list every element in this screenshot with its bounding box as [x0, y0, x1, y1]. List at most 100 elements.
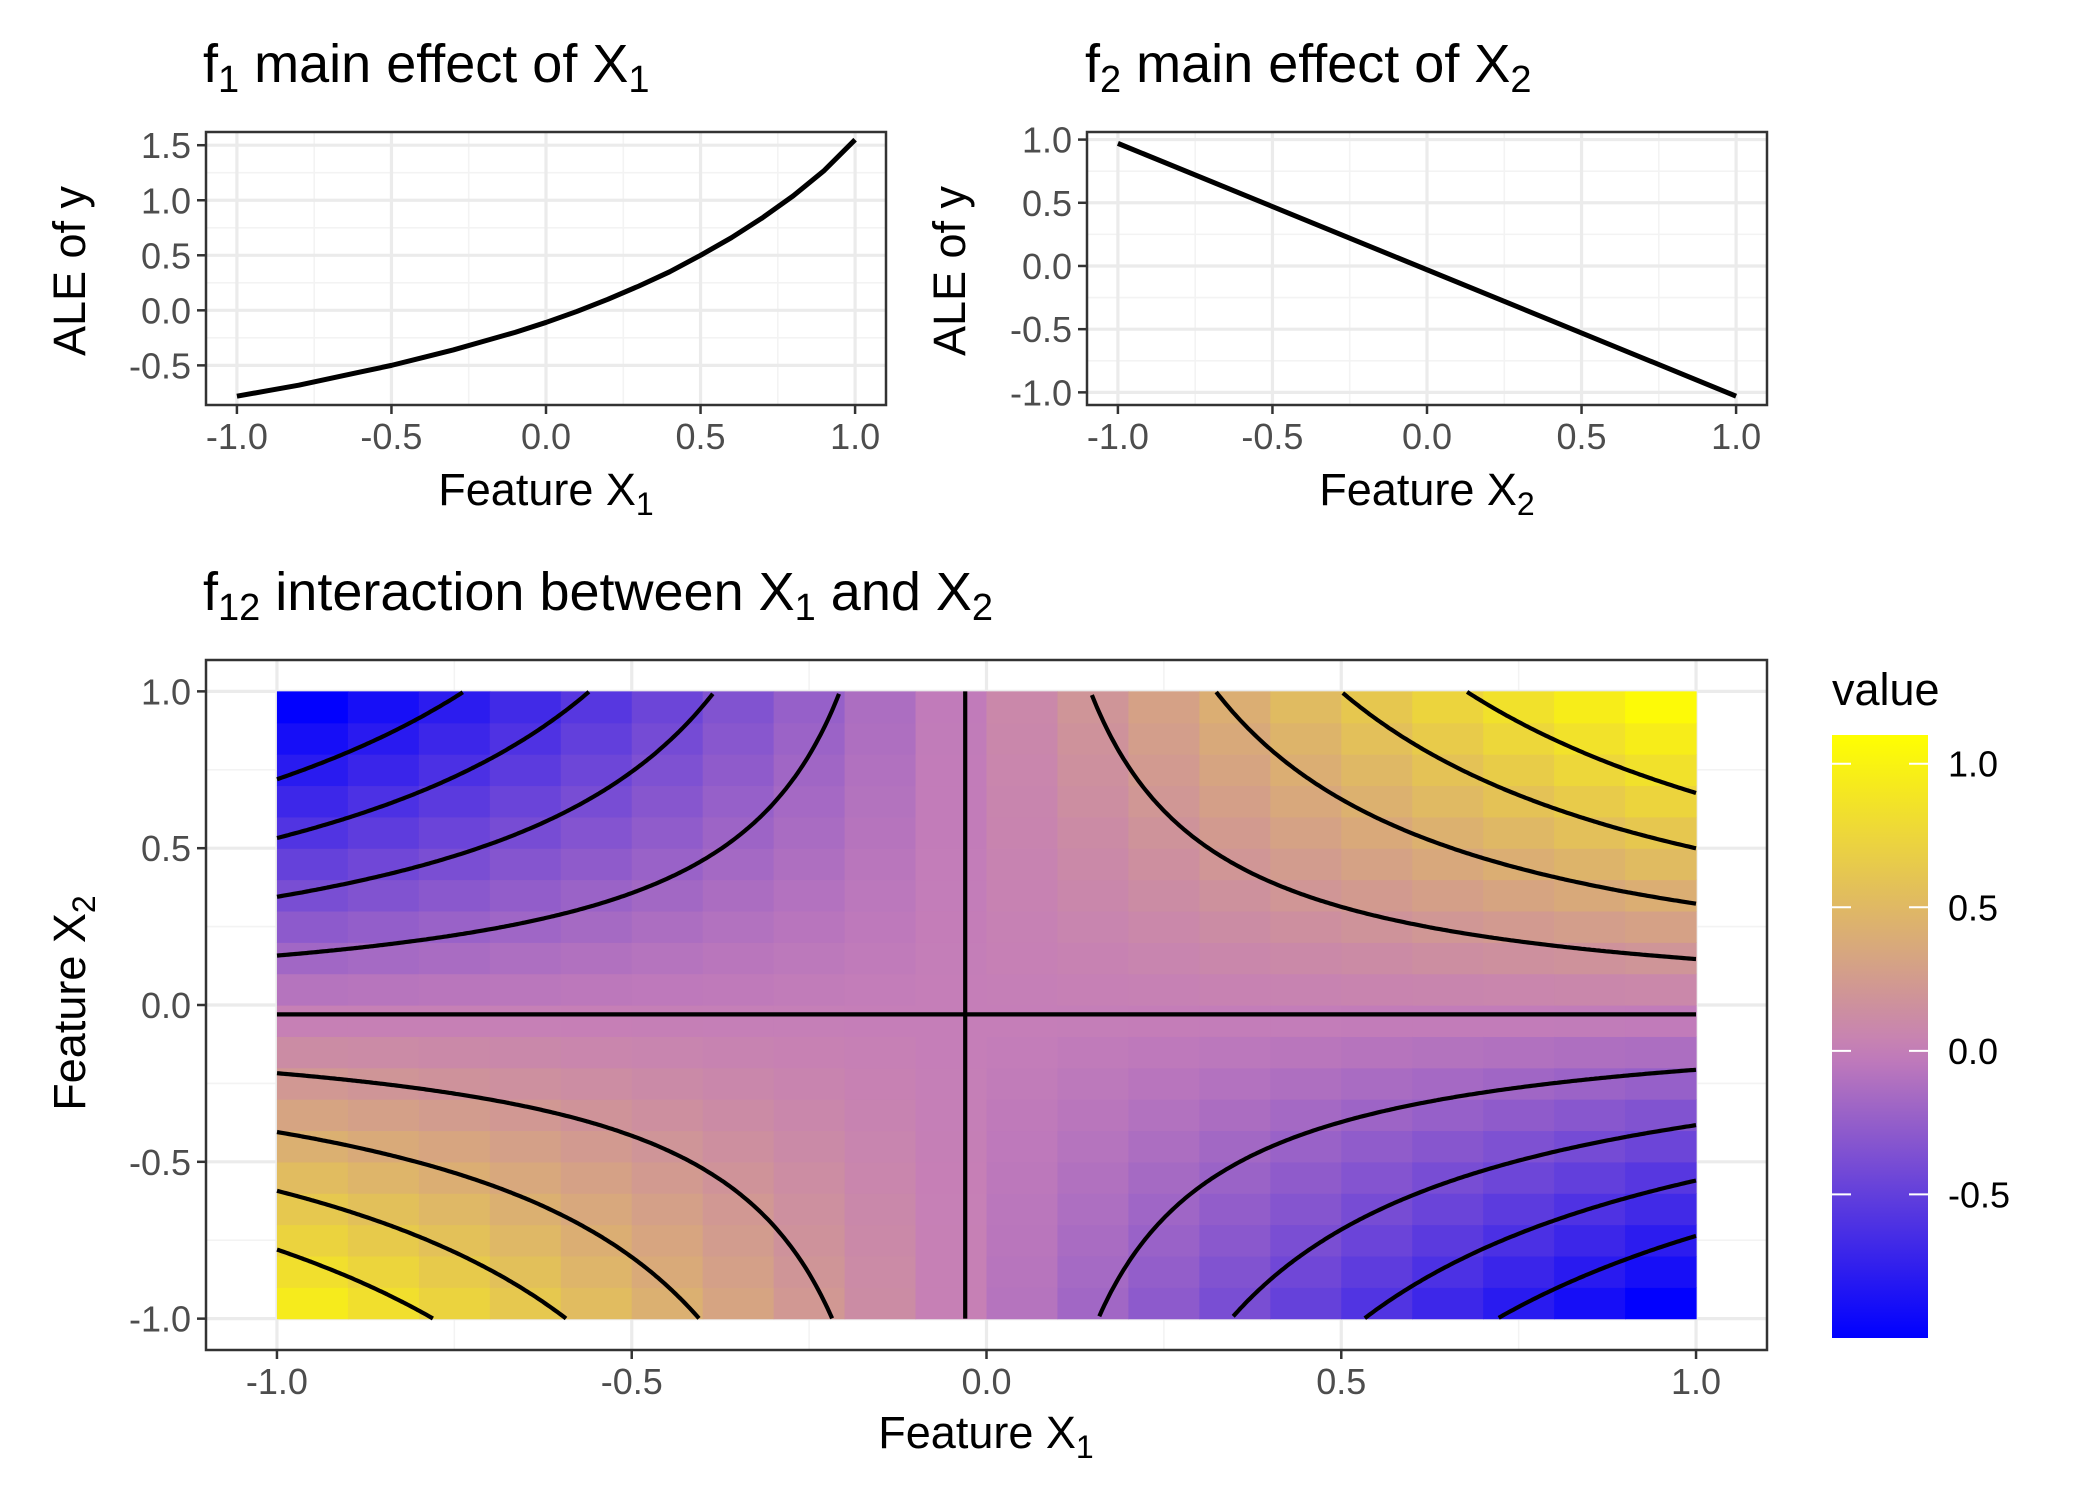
heatmap-tile [915, 722, 988, 755]
heatmap-tile [1199, 1099, 1271, 1132]
heatmap-tile [347, 1099, 420, 1132]
heatmap-tile [418, 1005, 491, 1037]
heatmap-tile [1057, 785, 1130, 818]
heatmap-tile [560, 848, 633, 881]
heatmap-tile [1270, 942, 1342, 975]
f1-x-tick-label: 0.0 [521, 416, 571, 457]
heatmap-tile [1199, 1036, 1271, 1069]
heatmap-tile [1483, 1036, 1555, 1069]
heatmap-tile [418, 1099, 491, 1132]
heatmap-tile [1341, 1005, 1413, 1037]
f1-panel-title: f1 main effect of X1 [203, 34, 650, 101]
heatmap-tile [1412, 942, 1484, 975]
heatmap-tile [702, 1067, 775, 1100]
heatmap-tile [1057, 754, 1130, 787]
heatmap-tile [631, 1255, 704, 1288]
heatmap-tile [1199, 910, 1271, 943]
legend-break-label: 0.0 [1948, 1031, 1998, 1072]
f1-gridlines [206, 132, 886, 405]
heatmap-tile [773, 722, 846, 755]
f1-x-axis-title: Feature X1 [438, 464, 653, 522]
heatmap-tile [1625, 1005, 1697, 1037]
contour-line [276, 1129, 701, 1320]
heatmap-tile [1341, 1161, 1413, 1194]
heatmap-tile [560, 1036, 633, 1069]
heatmap-tile [418, 879, 491, 912]
heatmap-tile [1483, 942, 1555, 975]
heatmap-tile [560, 1161, 633, 1194]
heatmap-tile [1483, 1099, 1555, 1132]
heatmap-tile [1554, 722, 1626, 755]
heatmap-tile [1057, 1036, 1130, 1069]
contour-line [276, 1188, 568, 1321]
heatmap-tile [844, 1130, 917, 1163]
f12-contour-lines [276, 690, 1697, 1321]
heatmap-tile [773, 1099, 846, 1132]
heatmap-tile [1625, 1287, 1697, 1320]
heatmap-tile [986, 1287, 1059, 1320]
heatmap-tile [844, 848, 917, 881]
f1-y-tick-label: -0.5 [129, 345, 191, 386]
heatmap-tile [1554, 1036, 1626, 1069]
f2-x-axis-title: Feature X2 [1319, 464, 1534, 522]
heatmap-tile [1412, 1161, 1484, 1194]
heatmap-tile [844, 910, 917, 943]
heatmap-tile [276, 785, 349, 818]
heatmap-tile [1554, 691, 1626, 724]
heatmap-tile [418, 973, 491, 1006]
f12-y-tick-label: -0.5 [129, 1142, 191, 1183]
heatmap-tile [489, 816, 562, 849]
heatmap-tile [276, 1099, 349, 1132]
f12-y-tick-label: 0.5 [141, 828, 191, 869]
heatmap-tile [1341, 1255, 1413, 1288]
heatmap-tile [418, 1255, 491, 1288]
heatmap-tile [844, 754, 917, 787]
heatmap-tile [1341, 848, 1413, 881]
heatmap-tile [347, 879, 420, 912]
heatmap-tile [489, 1036, 562, 1069]
contour-line [276, 690, 591, 841]
heatmap-tile [560, 1067, 633, 1100]
heatmap-tile [1057, 1255, 1130, 1288]
heatmap-tile [986, 942, 1059, 975]
heatmap-tile [347, 973, 420, 1006]
heatmap-tile [276, 1224, 349, 1257]
heatmap-tile [1199, 1005, 1271, 1037]
heatmap-tile [276, 722, 349, 755]
f1-y-tick-label: 1.5 [141, 125, 191, 166]
heatmap-tile [489, 1005, 562, 1037]
heatmap-tile [1199, 1130, 1271, 1163]
heatmap-tile [560, 722, 633, 755]
heatmap-tile [702, 1287, 775, 1320]
heatmap-tile [347, 1161, 420, 1194]
legend-break-label: 1.0 [1948, 744, 1998, 785]
heatmap-tile [1128, 1005, 1200, 1037]
heatmap-tile [1057, 816, 1130, 849]
heatmap-tile [1128, 691, 1200, 724]
heatmap-tile [1270, 910, 1342, 943]
heatmap-tile [915, 848, 988, 881]
heatmap-tile [1128, 1255, 1200, 1288]
heatmap-tile [1057, 1161, 1130, 1194]
heatmap-tile [1625, 1036, 1697, 1069]
heatmap-tile [418, 942, 491, 975]
heatmap-tile [1199, 942, 1271, 975]
heatmap-tile [347, 1036, 420, 1069]
heatmap-tile [702, 754, 775, 787]
heatmap-tile [844, 1224, 917, 1257]
heatmap-tile [986, 1005, 1059, 1037]
f2-y-axis-title: ALE of y [924, 185, 975, 356]
heatmap-tile [1057, 879, 1130, 912]
heatmap-tile [418, 1193, 491, 1226]
contour-line [276, 1247, 434, 1321]
heatmap-tile [1341, 973, 1413, 1006]
heatmap-tile [1483, 785, 1555, 818]
heatmap-tile [1270, 973, 1342, 1006]
heatmap-tile [844, 942, 917, 975]
f1-y-axis-title: ALE of y [44, 185, 95, 356]
heatmap-tile [1057, 1099, 1130, 1132]
f2-y-tick-label: 0.0 [1022, 246, 1072, 287]
heatmap-tile [631, 1224, 704, 1257]
heatmap-tile [915, 1287, 988, 1320]
